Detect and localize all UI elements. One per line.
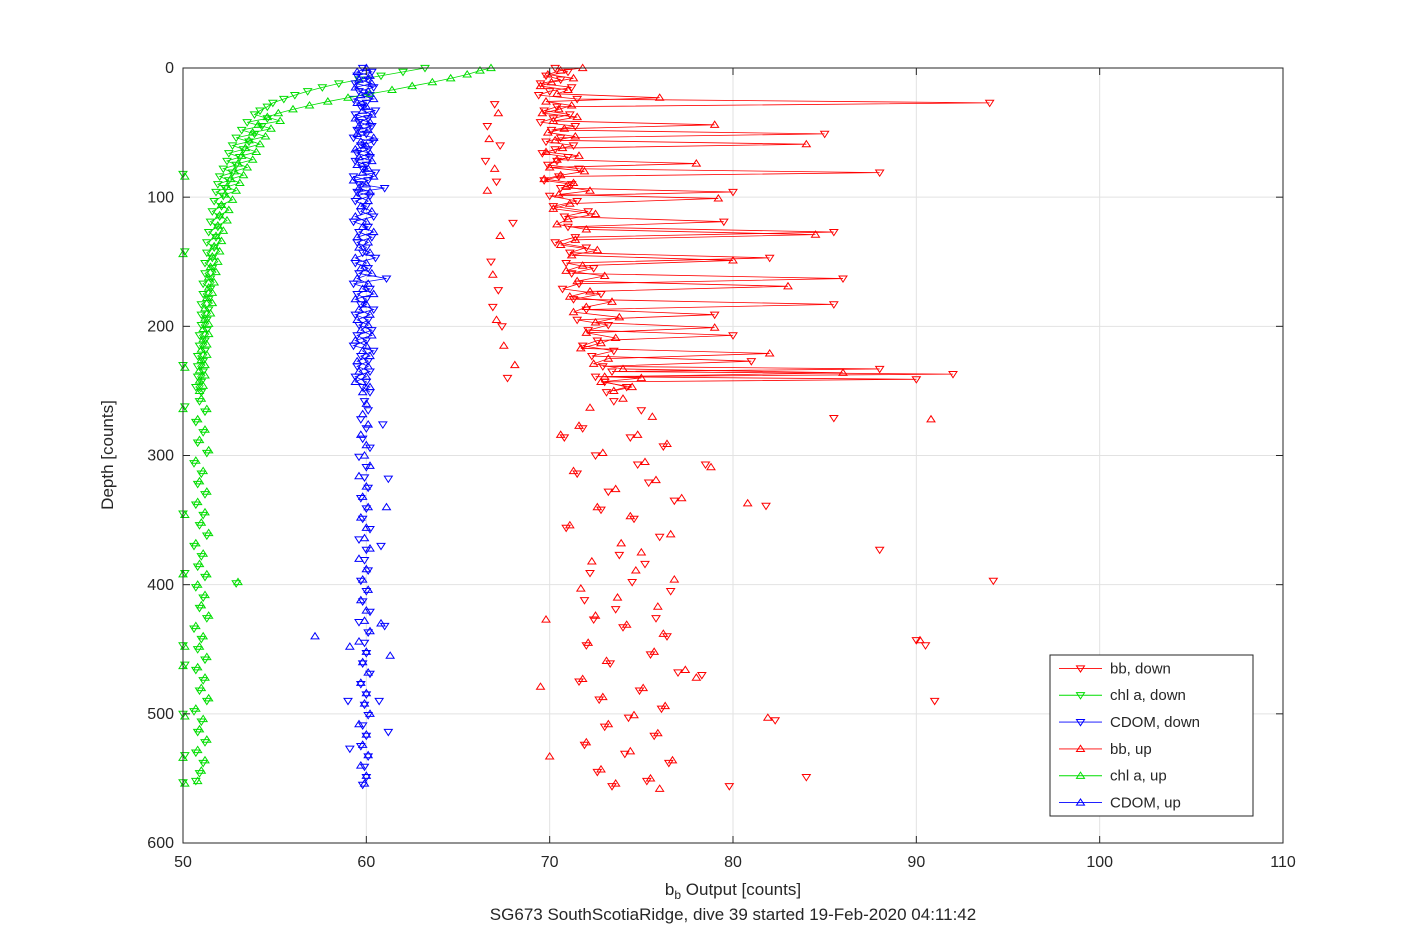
svg-text:60: 60 xyxy=(357,854,375,871)
svg-text:100: 100 xyxy=(147,189,174,206)
y-tick-labels: 0 100 200 300 400 500 600 xyxy=(147,60,174,852)
legend: bb, down chl a, down CDOM, down bb, up chl a… xyxy=(1049,654,1254,817)
svg-text:bb, up: bb, up xyxy=(1110,741,1152,758)
legend-item-chl-a-up: chl a, up xyxy=(1059,768,1167,785)
svg-text:chl a, up: chl a, up xyxy=(1110,768,1167,785)
x-tick-labels: 50 60 70 80 90 100 110 xyxy=(174,854,1296,871)
legend-item-cdom-down: CDOM, down xyxy=(1059,714,1200,731)
svg-text:50: 50 xyxy=(174,854,192,871)
svg-text:110: 110 xyxy=(1270,854,1296,871)
svg-text:100: 100 xyxy=(1086,854,1113,871)
series-bb-up xyxy=(482,63,936,792)
series-chl-a-up xyxy=(178,63,496,787)
svg-text:300: 300 xyxy=(147,448,174,465)
svg-text:0: 0 xyxy=(165,60,174,77)
series-chl-a-down xyxy=(178,64,430,787)
svg-text:500: 500 xyxy=(147,706,174,723)
svg-text:bb, down: bb, down xyxy=(1110,660,1171,677)
svg-text:600: 600 xyxy=(147,835,174,852)
y-axis-label: Depth [counts] xyxy=(98,400,117,510)
svg-text:chl a, down: chl a, down xyxy=(1110,687,1186,704)
series-cdom-up xyxy=(310,63,396,787)
legend-item-cdom-up: CDOM, up xyxy=(1059,795,1181,812)
legend-item-bb-up: bb, up xyxy=(1059,741,1152,758)
legend-item-chl-a-down: chl a, down xyxy=(1059,687,1186,704)
axes-box xyxy=(182,67,1284,844)
svg-text:CDOM, down: CDOM, down xyxy=(1110,714,1200,731)
svg-text:CDOM, up: CDOM, up xyxy=(1110,795,1181,812)
svg-text:400: 400 xyxy=(147,577,174,594)
svg-text:70: 70 xyxy=(541,854,559,871)
legend-item-bb-down: bb, down xyxy=(1059,660,1171,677)
svg-text:200: 200 xyxy=(147,319,174,336)
svg-text:80: 80 xyxy=(724,854,742,871)
figure-title: SG673 SouthScotiaRidge, dive 39 started … xyxy=(490,905,976,924)
svg-text:90: 90 xyxy=(907,854,925,871)
x-axis-label: bb Output [counts] xyxy=(665,880,801,902)
